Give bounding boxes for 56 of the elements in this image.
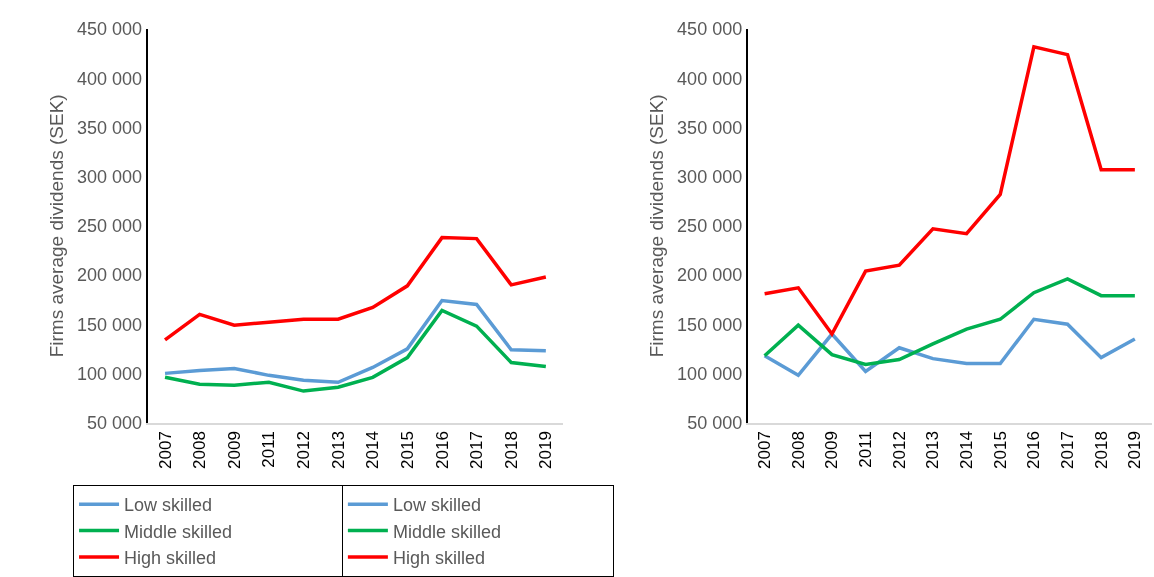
x-tick-label: 2014 (363, 431, 383, 469)
x-tick-label: 2009 (822, 431, 842, 469)
x-tick-label: 2017 (467, 431, 487, 469)
x-tick-label: 2012 (889, 431, 909, 469)
x-tick-label: 2017 (1058, 431, 1078, 469)
line-series (762, 45, 1137, 336)
y-tick-label: 350 000 (77, 117, 143, 138)
x-tick-label: 2019 (1125, 431, 1145, 469)
x-tick-label: 2018 (1091, 431, 1111, 469)
line-series (163, 298, 548, 384)
x-tick-label: 2007 (755, 431, 775, 469)
legend-label: Low skilled (392, 495, 481, 516)
x-tick-label: 2007 (155, 431, 175, 469)
line-series (163, 308, 548, 393)
x-tick-label: 2013 (328, 431, 348, 469)
x-tick-label: 2019 (536, 431, 556, 469)
y-tick-label: 200 000 (77, 265, 143, 286)
legend-label: High skilled (124, 548, 217, 569)
x-tick-label: 2008 (190, 431, 210, 469)
y-tick-label: 450 000 (677, 19, 743, 40)
x-tick-label: 2016 (432, 431, 452, 469)
y-tick-label: 300 000 (677, 166, 743, 187)
x-tick-label: 2008 (788, 431, 808, 469)
y-tick-label: 250 000 (677, 216, 743, 237)
line-series (762, 277, 1137, 367)
y-axis-title: Firms average dividends (SEK) (46, 94, 68, 358)
y-tick-label: 300 000 (77, 166, 143, 187)
x-tick-label: 2015 (397, 431, 417, 469)
line-series (163, 235, 548, 342)
y-tick-label: 400 000 (677, 68, 743, 89)
y-axis-title: Firms average dividends (SEK) (646, 94, 668, 358)
x-tick-label: 2011 (856, 431, 876, 468)
x-tick-label: 2018 (501, 431, 521, 469)
y-tick-label: 150 000 (677, 314, 743, 335)
y-tick-label: 100 000 (77, 363, 143, 384)
x-tick-label: 2013 (923, 431, 943, 469)
legend-label: Low skilled (124, 495, 213, 516)
legend-label: Middle skilled (124, 521, 233, 542)
legend-label: High skilled (392, 548, 485, 569)
y-tick-label: 100 000 (677, 363, 743, 384)
y-tick-label: 150 000 (77, 314, 143, 335)
y-tick-label: 450 000 (77, 19, 143, 40)
x-tick-label: 2012 (294, 431, 314, 469)
x-tick-label: 2011 (259, 431, 279, 468)
y-tick-label: 50 000 (687, 412, 743, 433)
y-tick-label: 50 000 (87, 412, 143, 433)
y-tick-label: 200 000 (677, 265, 743, 286)
y-tick-label: 250 000 (77, 216, 143, 237)
x-tick-label: 2014 (957, 431, 977, 469)
y-tick-label: 400 000 (77, 68, 143, 89)
x-tick-label: 2009 (224, 431, 244, 469)
legend-label: Middle skilled (392, 521, 501, 542)
x-tick-label: 2016 (1024, 431, 1044, 469)
y-tick-label: 350 000 (677, 117, 743, 138)
x-tick-label: 2015 (990, 431, 1010, 469)
line-series (762, 317, 1137, 378)
